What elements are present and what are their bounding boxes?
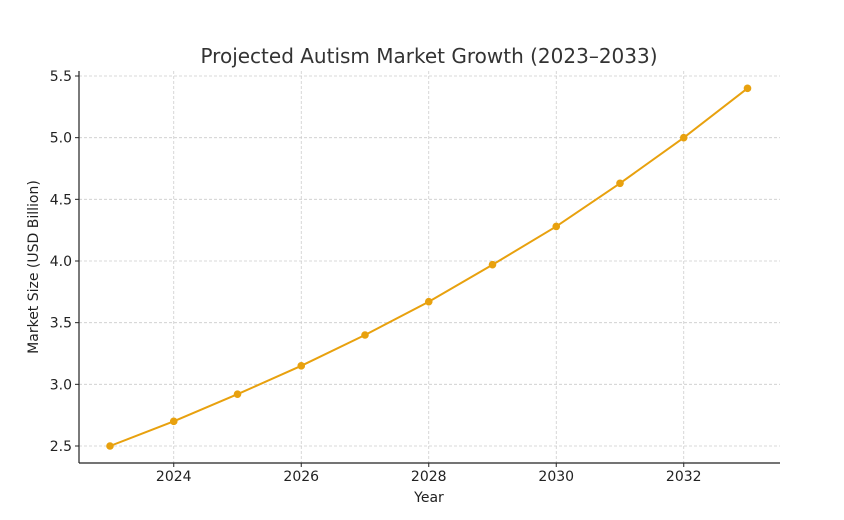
grid xyxy=(79,71,780,463)
y-tick-label: 5.0 xyxy=(50,131,72,147)
data-point xyxy=(106,442,114,450)
data-point xyxy=(361,331,369,339)
data-point xyxy=(233,390,242,399)
data-point xyxy=(488,260,497,269)
y-tick-label: 4.5 xyxy=(50,192,72,208)
axes xyxy=(78,71,780,464)
y-tick-label: 3.5 xyxy=(50,316,72,332)
data-point xyxy=(552,222,561,231)
x-tick-label: 2026 xyxy=(283,469,319,485)
data-point xyxy=(743,84,752,93)
y-tick-label: 5.5 xyxy=(50,69,72,85)
chart-title: Projected Autism Market Growth (2023–203… xyxy=(200,44,657,68)
data-point xyxy=(169,417,178,426)
x-tick-label: 2028 xyxy=(411,469,447,485)
data-point xyxy=(679,133,688,142)
x-tick-label: 2030 xyxy=(538,469,574,485)
y-tick-label: 2.5 xyxy=(50,439,72,455)
series xyxy=(106,84,752,450)
y-axis-label: Market Size (USD Billion) xyxy=(26,180,42,354)
x-axis-label: Year xyxy=(413,490,444,506)
x-tick-label: 2032 xyxy=(666,469,702,485)
data-point xyxy=(616,179,624,188)
ticks: 2024 2026 2028 2030 2032 2.5 3.0 3.5 4.0 4.5 5.0 5.… xyxy=(50,69,702,485)
data-point xyxy=(297,362,306,370)
x-tick-label: 2024 xyxy=(156,469,192,485)
y-tick-label: 4.0 xyxy=(50,254,72,270)
data-point xyxy=(424,297,433,306)
y-tick-label: 3.0 xyxy=(50,377,72,393)
